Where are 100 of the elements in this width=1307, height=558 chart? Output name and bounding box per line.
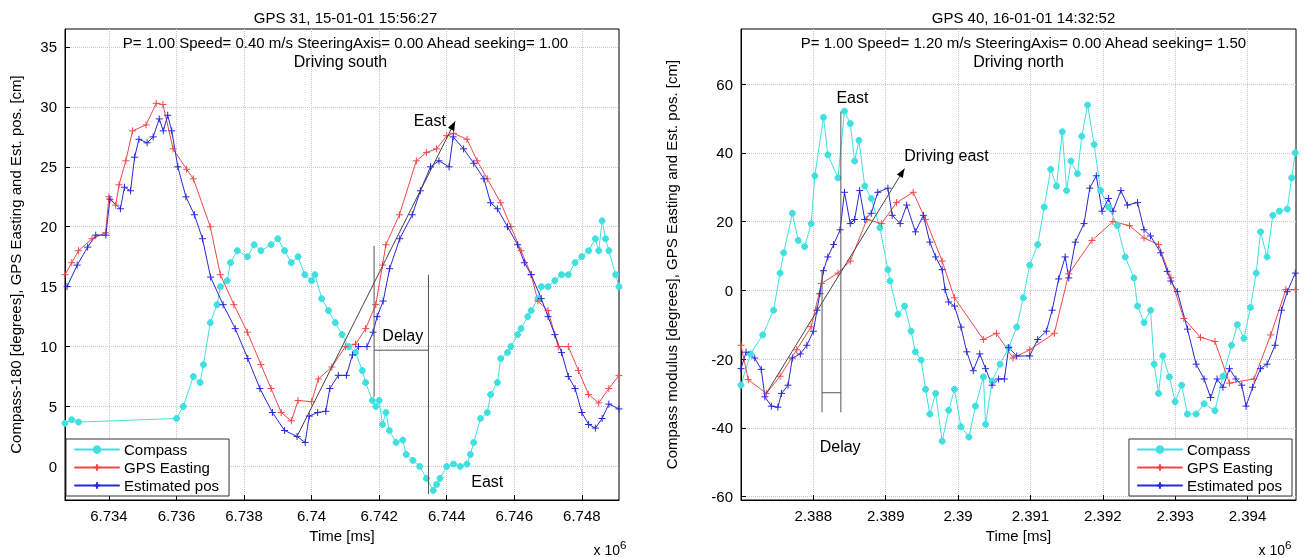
y-tick-label: 40 (716, 144, 733, 162)
y-tick-label: 0 (724, 281, 733, 299)
y-axis-title: Compass modulus [degrees], GPS Easting and Est. pos. [cm] (663, 59, 680, 470)
y-tick-label: -60 (711, 488, 733, 506)
point (992, 329, 1001, 338)
point (412, 156, 421, 165)
point (128, 126, 137, 135)
point (877, 219, 886, 228)
point (121, 156, 130, 165)
point (1225, 379, 1234, 388)
point (1108, 217, 1117, 226)
text: x 10$^{6}$ (1258, 538, 1292, 558)
point (574, 366, 583, 375)
point (594, 398, 603, 407)
x-tick-label: 2.391 (1011, 507, 1050, 524)
point (473, 156, 482, 165)
point (395, 210, 404, 219)
x-tick-label: 6.742 (360, 507, 398, 524)
point (496, 198, 505, 207)
point (892, 198, 901, 207)
point (1179, 314, 1188, 323)
point (1154, 240, 1163, 249)
point (1125, 221, 1134, 230)
point (615, 371, 623, 380)
point (61, 270, 69, 279)
point (979, 335, 988, 344)
point (206, 222, 215, 231)
x-tick-label: 6.746 (495, 507, 534, 524)
point (604, 384, 613, 393)
point (111, 201, 120, 210)
point (938, 257, 947, 266)
point (1166, 273, 1175, 282)
x-axis-title: Time [ms] (985, 527, 1052, 544)
annotation: Driving east (904, 147, 989, 166)
x-tick-label: 2.389 (866, 507, 905, 524)
x-tick-label: 6.748 (563, 507, 601, 524)
point (182, 165, 191, 174)
point (152, 99, 161, 108)
point (807, 322, 816, 331)
annotation: East (471, 473, 504, 492)
point (517, 246, 526, 255)
y-tick-label: 60 (716, 75, 733, 93)
point (361, 324, 370, 333)
point (776, 372, 785, 381)
point (294, 396, 303, 405)
legend-label: GPS Easting (1186, 459, 1273, 476)
x-tick-label: 6.744 (427, 507, 466, 524)
point (267, 384, 276, 393)
point (256, 360, 265, 369)
y-tick-label: 5 (48, 398, 57, 416)
point (584, 390, 593, 399)
legend-label: Compass (124, 441, 188, 458)
x-tick-label: 2.388 (794, 507, 833, 524)
point (1250, 374, 1259, 383)
chart-subtitle: P= 1.00 Speed= 1.20 m/s SteeringAxis= 0.00 Ahead seeking= 1.50 (800, 34, 1247, 51)
x-tick-label: 2.392 (1084, 507, 1122, 524)
y-tick-label: 20 (716, 213, 733, 231)
y-tick-label: 20 (40, 218, 57, 236)
chart-subtitle: P= 1.00 Speed= 0.40 m/s SteeringAxis= 0.00 Ahead seeking= 1.00 (122, 34, 569, 51)
chart-title: GPS 40, 16-01-01 14:32:52 (931, 9, 1116, 26)
point (737, 341, 745, 350)
y-tick-label: 25 (40, 158, 57, 176)
point (462, 135, 471, 144)
point (115, 180, 124, 189)
y-tick-label: -20 (711, 350, 733, 368)
y-tick-label: 15 (40, 278, 57, 296)
annotation: Driving south (293, 53, 388, 71)
point (1050, 329, 1059, 338)
point (189, 174, 198, 183)
x-axis-title: Time [ms] (309, 527, 375, 544)
point (422, 148, 431, 157)
point (229, 300, 238, 309)
point (216, 270, 225, 279)
point (744, 375, 753, 384)
annotation: Delay (382, 326, 424, 345)
legend-label: Estimated pos (1186, 477, 1282, 494)
point (277, 408, 286, 417)
annotation: East (836, 89, 869, 108)
point (1087, 236, 1096, 245)
point (846, 257, 855, 266)
point (950, 293, 959, 302)
point (327, 362, 336, 371)
y-tick-label: 35 (40, 38, 57, 56)
point (1140, 234, 1149, 243)
text: x 10$^{6}$ (593, 538, 627, 558)
point (1196, 333, 1205, 342)
legend-label: Compass (1186, 441, 1251, 458)
x-tick-label: 2.39 (943, 507, 973, 524)
point (67, 258, 76, 267)
point (169, 144, 178, 153)
point (909, 188, 918, 197)
x-tick-label: 2.394 (1228, 507, 1267, 524)
point (1266, 330, 1275, 339)
legend-label: GPS Easting (124, 459, 210, 476)
point (544, 306, 553, 315)
point (142, 120, 151, 129)
point (833, 269, 842, 278)
point (1291, 285, 1300, 294)
x-tick-label: 6.738 (225, 507, 263, 524)
point (432, 144, 441, 153)
